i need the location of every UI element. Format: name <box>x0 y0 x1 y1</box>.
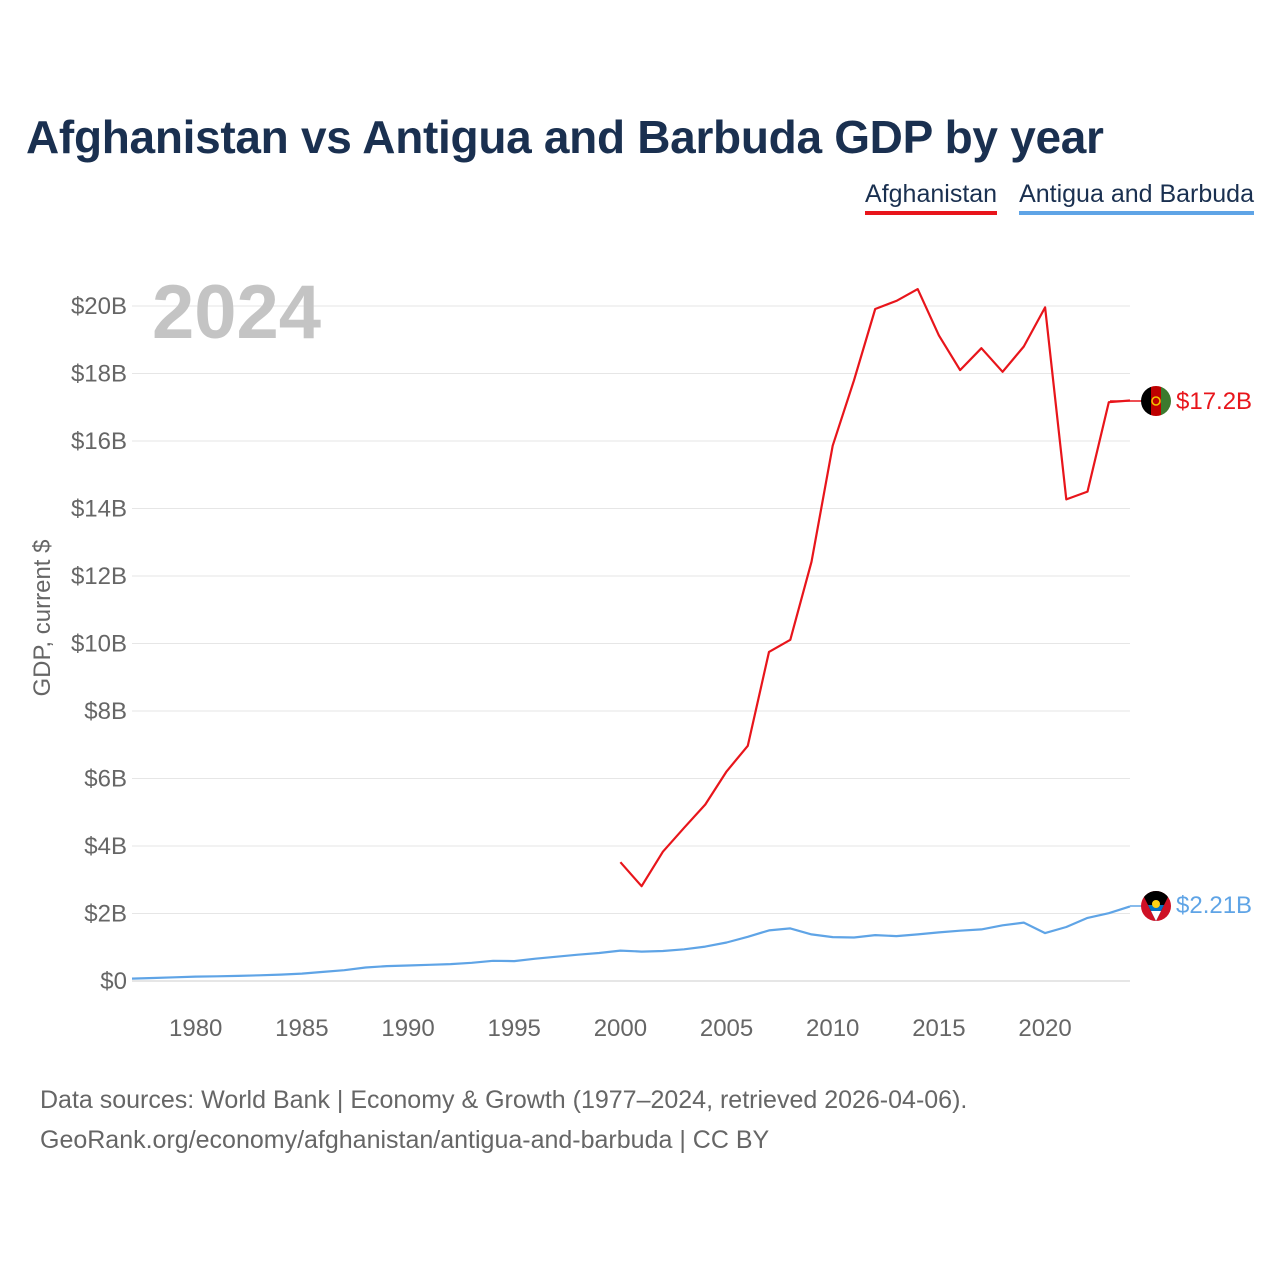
source-line-1: Data sources: World Bank | Economy & Gro… <box>40 1086 968 1114</box>
y-tick-label: $16B <box>71 428 127 455</box>
y-tick-label: $8B <box>84 698 127 725</box>
series-line-antigua-and-barbuda[interactable] <box>131 905 1131 980</box>
y-tick-label: $10B <box>71 631 127 658</box>
x-tick-label: 1990 <box>381 1015 434 1042</box>
y-tick-label: $18B <box>71 361 127 388</box>
y-tick-label: $14B <box>71 496 127 523</box>
year-watermark: 2024 <box>152 270 321 355</box>
legend-afghanistan[interactable]: Afghanistan <box>865 180 998 215</box>
legend-antigua-and-barbuda[interactable]: Antigua and Barbuda <box>1019 180 1254 215</box>
gdp-line-chart: $0 $2B $4B $6B $8B $10B $12B $14B $16B $18B $20B 1… <box>29 270 1252 1042</box>
x-tick-label: 1985 <box>275 1015 328 1042</box>
antigua-end-label: $2.21B <box>1176 892 1252 919</box>
y-tick-label: $2B <box>84 901 127 928</box>
y-tick-label: $4B <box>84 833 127 860</box>
y-tick-label: $0 <box>100 968 127 995</box>
x-tick-label: 1995 <box>488 1015 541 1042</box>
series-lines <box>131 288 1131 980</box>
x-tick-label: 2005 <box>700 1015 753 1042</box>
afghanistan-flag-icon <box>1141 386 1171 416</box>
gridlines <box>132 305 1130 982</box>
antigua-and-barbuda-flag-icon <box>1141 891 1171 921</box>
x-tick-label: 2015 <box>912 1015 965 1042</box>
series-line-afghanistan[interactable] <box>619 288 1131 888</box>
y-tick-label: $20B <box>71 293 127 320</box>
x-tick-label: 2010 <box>806 1015 859 1042</box>
afghanistan-end-label: $17.2B <box>1176 388 1252 415</box>
x-axis-ticks: 1980 1985 1990 1995 2000 2005 2010 2015 2020 <box>169 1015 1072 1042</box>
y-tick-label: $6B <box>84 766 127 793</box>
x-tick-label: 2020 <box>1018 1015 1071 1042</box>
chart-title: Afghanistan vs Antigua and Barbuda GDP b… <box>26 111 1104 163</box>
source-line-2[interactable]: GeoRank.org/economy/afghanistan/antigua-… <box>40 1126 770 1154</box>
y-axis-label: GDP, current $ <box>29 540 56 697</box>
source-note: Data sources: World Bank | Economy & Gro… <box>40 1080 967 1160</box>
legend: Afghanistan Antigua and Barbuda <box>865 180 1254 215</box>
x-tick-label: 2000 <box>594 1015 647 1042</box>
x-tick-label: 1980 <box>169 1015 222 1042</box>
y-axis-ticks: $0 $2B $4B $6B $8B $10B $12B $14B $16B $18B $20B <box>71 293 127 995</box>
y-tick-label: $12B <box>71 563 127 590</box>
